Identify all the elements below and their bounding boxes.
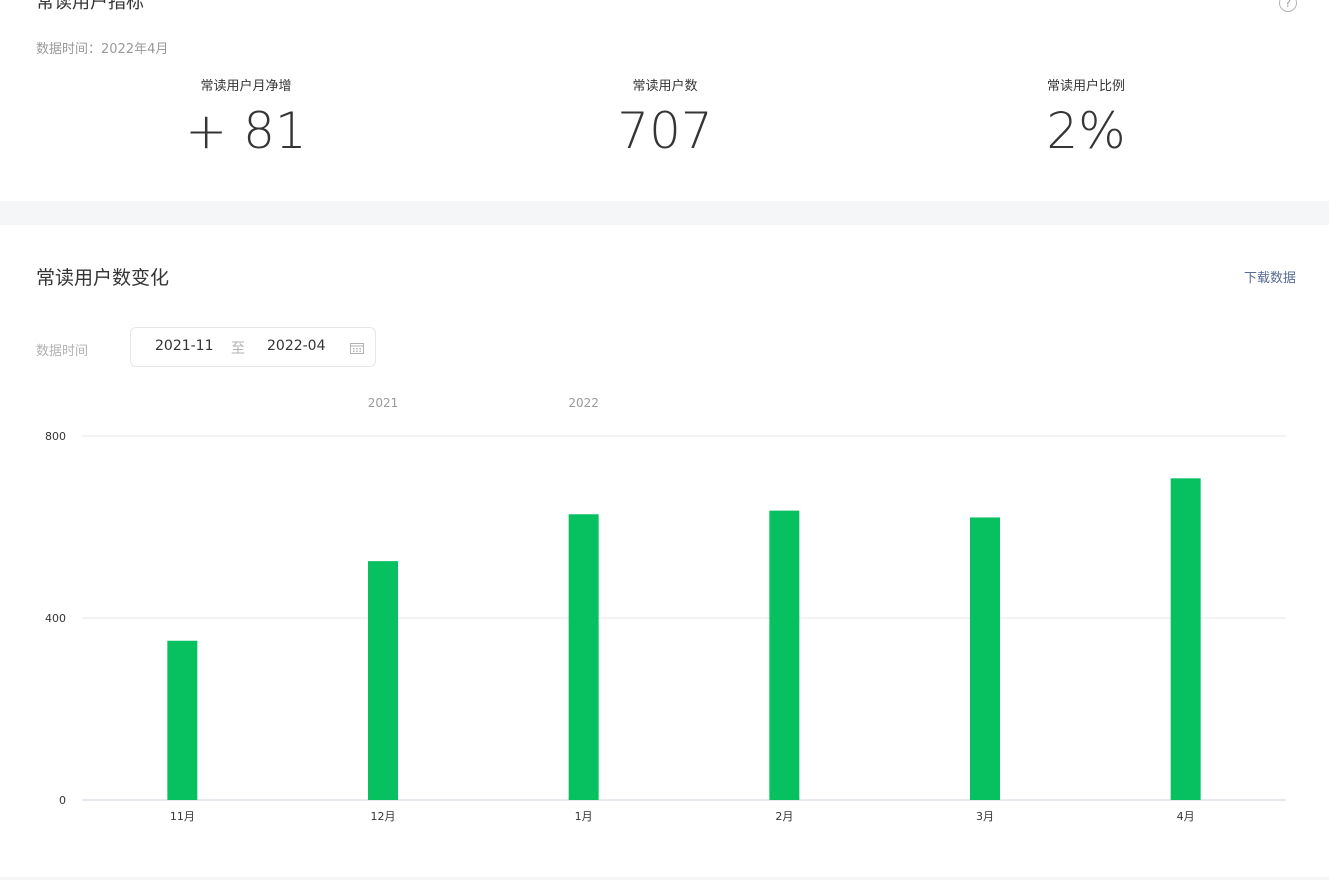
range-label: 数据时间 (36, 344, 89, 359)
trend-title: 常读用户数变化 (36, 267, 170, 289)
y-tick-label: 400 (45, 612, 66, 625)
bar (769, 510, 800, 800)
x-tick-label: 4月 (1177, 810, 1195, 823)
kpi-value: 707 (617, 102, 713, 160)
y-tick-label: 0 (59, 794, 66, 807)
y-tick-label: 800 (45, 430, 66, 443)
summary-title: 常读用户指标 (36, 0, 144, 13)
kpi-value: + 81 (185, 102, 307, 160)
section-divider (0, 201, 1329, 225)
year-label: 2022 (568, 396, 599, 410)
kpi-user-count: 常读用户数 707 (525, 75, 805, 160)
year-label: 2021 (368, 396, 399, 410)
x-tick-label: 11月 (170, 810, 195, 823)
download-data-link[interactable]: 下载数据 (1243, 271, 1296, 286)
range-separator: 至 (231, 341, 245, 357)
calendar-icon[interactable] (350, 342, 364, 354)
question-circle-icon[interactable]: ? (1279, 0, 1297, 12)
x-tick-label: 2月 (775, 810, 793, 823)
date-range-picker[interactable]: 2021-11 至 2022-04 (130, 327, 376, 367)
kpi-net-increase: 常读用户月净增 + 81 (106, 75, 386, 160)
range-end[interactable]: 2022-04 (267, 338, 326, 354)
bar (970, 517, 1000, 800)
summary-data-time: 数据时间：2022年4月 (36, 42, 169, 57)
kpi-label: 常读用户比例 (1046, 79, 1125, 94)
x-tick-label: 1月 (575, 810, 593, 823)
kpi-label: 常读用户月净增 (200, 79, 292, 94)
kpi-label: 常读用户数 (632, 79, 698, 94)
x-tick-label: 12月 (371, 810, 396, 823)
range-start[interactable]: 2021-11 (155, 338, 214, 354)
user-count-bar-chart: 0 400 800 11月 12月 1月 2月 3月 4月 2021 2022 (45, 396, 1286, 823)
bar (568, 514, 599, 800)
x-tick-label: 3月 (976, 810, 994, 823)
bar (1170, 478, 1201, 800)
kpi-user-ratio: 常读用户比例 2% (946, 75, 1226, 160)
bottom-divider (0, 877, 1329, 880)
trend-panel: 常读用户数变化 下载数据 数据时间 2021-11 至 2022-04 0 400… (0, 225, 1329, 877)
kpi-value: 2% (1046, 102, 1126, 160)
bar (368, 561, 398, 800)
bar (167, 640, 198, 800)
summary-panel: 常读用户指标 ? 数据时间：2022年4月 常读用户月净增 + 81 常读用户数… (0, 0, 1329, 201)
